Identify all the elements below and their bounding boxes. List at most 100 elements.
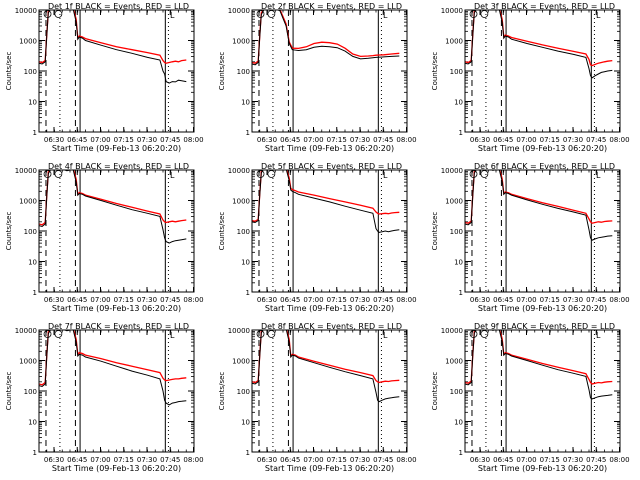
chart-title: Det 6f BLACK = Events, RED = LLD — [474, 162, 615, 171]
y-axis-label: Counts/sec — [5, 212, 13, 251]
x-tick-label: 07:00 — [303, 296, 323, 304]
x-tick-label: 07:30 — [563, 456, 583, 464]
x-axis-label: Start Time (09-Feb-13 06:20:20) — [265, 144, 394, 153]
x-tick-label: 08:00 — [396, 296, 416, 304]
x-tick-label: 07:30 — [350, 456, 370, 464]
y-tick-label: 1 — [246, 129, 250, 137]
x-tick-label: 07:15 — [327, 456, 347, 464]
y-tick-label: 100 — [450, 68, 463, 76]
x-tick-label: 06:30 — [470, 136, 490, 144]
x-tick-label: 07:45 — [373, 296, 393, 304]
series-line-events — [465, 330, 613, 400]
y-tick-label: 1 — [246, 289, 250, 297]
y-tick-label: 100 — [237, 388, 250, 396]
y-tick-label: 10000 — [441, 327, 463, 335]
y-tick-label: 1000 — [19, 358, 37, 366]
y-tick-label: 1000 — [232, 38, 250, 46]
y-tick-label: 100 — [450, 388, 463, 396]
peak-marker — [480, 330, 489, 338]
y-tick-label: 1000 — [445, 358, 463, 366]
y-tick-label: 1 — [246, 449, 250, 457]
y-tick-label: 100 — [237, 68, 250, 76]
x-axis-label: Start Time (09-Feb-13 06:20:20) — [478, 144, 607, 153]
chart-panel-3: Det 3f BLACK = Events, RED = LLD Counts/s… — [431, 2, 630, 153]
peak-marker — [267, 330, 276, 338]
x-tick-label: 07:30 — [563, 136, 583, 144]
x-tick-label: 06:45 — [493, 296, 513, 304]
series-line-events — [39, 170, 187, 244]
plot-frame — [251, 329, 408, 453]
series-line-events — [39, 330, 187, 406]
x-tick-label: 07:00 — [303, 456, 323, 464]
y-tick-label: 10 — [28, 259, 37, 267]
y-tick-label: 10 — [28, 99, 37, 107]
x-tick-label: 06:45 — [67, 136, 87, 144]
plot-frame — [464, 169, 621, 293]
x-tick-label: 07:45 — [373, 456, 393, 464]
series-line-lld — [465, 330, 613, 385]
x-tick-label: 06:45 — [280, 136, 300, 144]
y-axis-label: Counts/sec — [218, 212, 226, 251]
y-tick-label: 10000 — [228, 327, 250, 335]
y-tick-label: 10000 — [15, 167, 37, 175]
y-tick-label: 1000 — [19, 38, 37, 46]
peak-marker — [480, 10, 489, 18]
x-tick-label: 06:45 — [67, 296, 87, 304]
y-tick-label: 1000 — [19, 198, 37, 206]
legend-marker: L — [383, 11, 388, 20]
chart-title: Det 3f BLACK = Events, RED = LLD — [474, 2, 615, 11]
series-line-events — [465, 10, 613, 79]
series-line-lld — [465, 10, 613, 67]
x-axis-label: Start Time (09-Feb-13 06:20:20) — [265, 304, 394, 313]
x-tick-label: 07:15 — [114, 296, 134, 304]
y-tick-label: 10000 — [441, 167, 463, 175]
plot-frame — [38, 329, 195, 453]
chart-panel-4: Det 4f BLACK = Events, RED = LLD Counts/s… — [5, 162, 204, 313]
x-tick-label: 07:15 — [540, 456, 560, 464]
y-tick-label: 10 — [28, 419, 37, 427]
peak-marker — [267, 10, 276, 18]
y-tick-label: 10 — [241, 99, 250, 107]
x-tick-label: 07:15 — [327, 296, 347, 304]
chart-panel-8: Det 8f BLACK = Events, RED = LLD Counts/s… — [218, 322, 417, 473]
chart-title: Det 8f BLACK = Events, RED = LLD — [261, 322, 402, 331]
y-tick-label: 1000 — [232, 198, 250, 206]
x-tick-label: 07:30 — [563, 296, 583, 304]
y-tick-label: 10 — [241, 259, 250, 267]
y-tick-label: 10000 — [15, 327, 37, 335]
x-tick-label: 06:30 — [470, 456, 490, 464]
y-tick-label: 1000 — [232, 358, 250, 366]
x-tick-label: 08:00 — [609, 136, 629, 144]
x-tick-label: 06:45 — [493, 456, 513, 464]
chart-title: Det 1f BLACK = Events, RED = LLD — [48, 2, 189, 11]
chart-panel-7: Det 7f BLACK = Events, RED = LLD Counts/s… — [5, 322, 204, 473]
x-tick-label: 06:30 — [257, 456, 277, 464]
series-line-events — [252, 10, 400, 66]
x-tick-label: 08:00 — [183, 296, 203, 304]
x-axis-label: Start Time (09-Feb-13 06:20:20) — [52, 464, 181, 473]
series-line-events — [465, 170, 613, 241]
series-line-lld — [39, 10, 187, 64]
chart-panel-1: Det 1f BLACK = Events, RED = LLD Counts/s… — [5, 2, 204, 153]
y-tick-label: 1 — [459, 289, 463, 297]
plot-frame — [38, 9, 195, 133]
y-tick-label: 1000 — [445, 198, 463, 206]
y-axis-label: Counts/sec — [431, 372, 439, 411]
plot-frame — [38, 169, 195, 293]
y-tick-label: 10000 — [441, 7, 463, 15]
chart-title: Det 5f BLACK = Events, RED = LLD — [261, 162, 402, 171]
plot-frame — [464, 9, 621, 133]
x-tick-label: 07:15 — [540, 296, 560, 304]
series-line-lld — [252, 330, 400, 384]
y-tick-label: 10 — [454, 419, 463, 427]
x-tick-label: 07:30 — [137, 456, 157, 464]
y-tick-label: 100 — [24, 68, 37, 76]
series-line-events — [39, 10, 187, 84]
x-tick-label: 06:30 — [44, 296, 64, 304]
x-tick-label: 07:45 — [586, 296, 606, 304]
y-tick-label: 100 — [24, 228, 37, 236]
y-tick-label: 100 — [24, 388, 37, 396]
x-tick-label: 07:15 — [327, 136, 347, 144]
peak-marker — [54, 330, 63, 338]
peak-marker — [480, 170, 489, 178]
